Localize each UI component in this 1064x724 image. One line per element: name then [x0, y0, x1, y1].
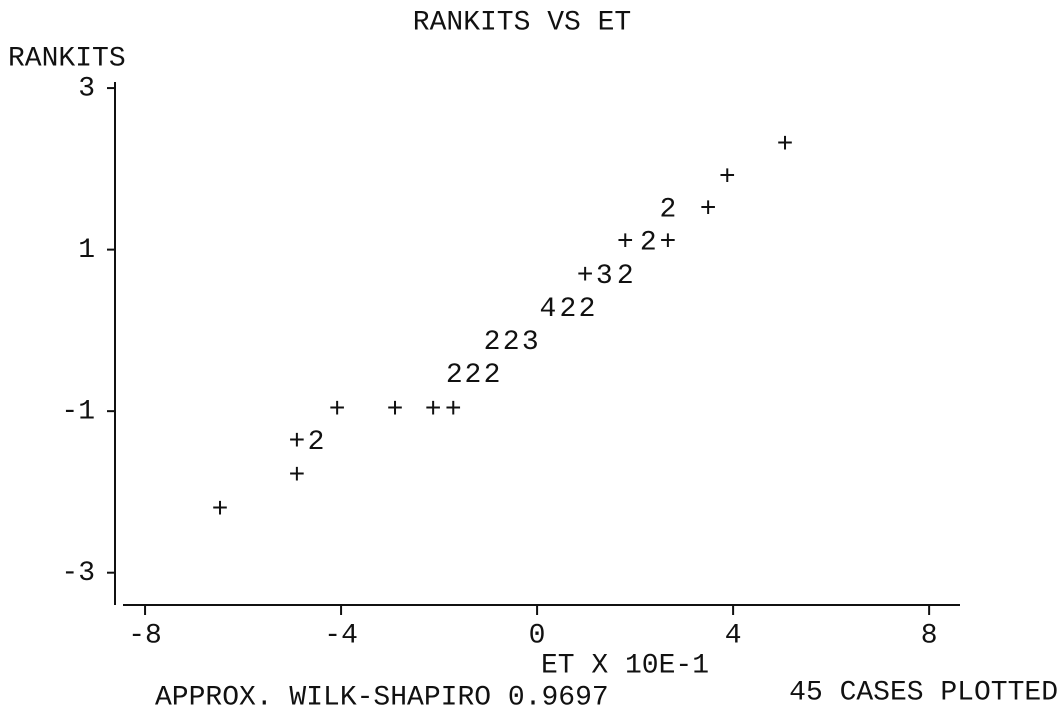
y-tick-label: 3 — [78, 73, 95, 104]
x-tick-label: -4 — [324, 620, 358, 651]
footnote: 45 CASES PLOTTED — [789, 677, 1058, 708]
x-tick-label: 0 — [529, 620, 546, 651]
point: 4 — [539, 294, 556, 325]
point: 2 — [640, 228, 657, 259]
point: + — [289, 427, 306, 458]
y-tick-label: -1 — [61, 397, 95, 428]
x-axis-label: ET X 10E-1 — [541, 650, 709, 681]
point: 2 — [484, 327, 501, 358]
x-tick-label: -8 — [128, 620, 162, 651]
point: 2 — [660, 195, 677, 226]
point: 2 — [446, 360, 463, 391]
point: 2 — [617, 261, 634, 292]
y-tick-label: -3 — [61, 558, 95, 589]
y-tick-label: 1 — [78, 235, 95, 266]
point: + — [212, 495, 229, 526]
point: 2 — [560, 294, 577, 325]
point: + — [445, 395, 462, 426]
chart-title: RANKITS VS ET — [413, 7, 631, 38]
point: 2 — [308, 427, 325, 458]
x-tick-label: 8 — [921, 620, 938, 651]
y-axis-label: RANKITS — [8, 43, 126, 74]
point: 2 — [579, 294, 596, 325]
point: + — [660, 228, 677, 259]
point: + — [387, 395, 404, 426]
point: 2 — [484, 360, 501, 391]
x-tick-label: 4 — [725, 620, 742, 651]
point: + — [617, 228, 634, 259]
point: + — [289, 461, 306, 492]
point: 2 — [503, 327, 520, 358]
point: 2 — [464, 360, 481, 391]
point: 3 — [522, 327, 539, 358]
point: 3 — [596, 261, 613, 292]
point: + — [700, 195, 717, 226]
point: + — [777, 130, 794, 161]
point: + — [425, 395, 442, 426]
footnote: APPROX. WILK-SHAPIRO 0.9697 — [155, 682, 609, 713]
point: + — [329, 395, 346, 426]
point: + — [719, 162, 736, 193]
point: + — [577, 261, 594, 292]
